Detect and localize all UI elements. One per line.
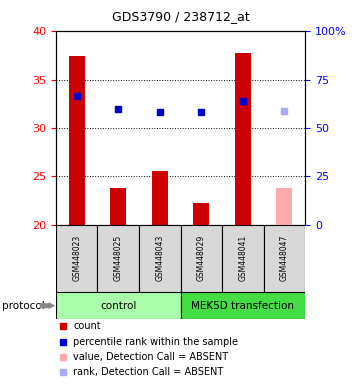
Bar: [139, 225, 180, 292]
Text: GSM448029: GSM448029: [197, 235, 206, 281]
Text: GSM448047: GSM448047: [280, 235, 289, 281]
Bar: [180, 225, 222, 292]
Bar: [222, 225, 264, 292]
Text: percentile rank within the sample: percentile rank within the sample: [73, 337, 238, 347]
Text: GDS3790 / 238712_at: GDS3790 / 238712_at: [112, 10, 249, 23]
Text: GSM448041: GSM448041: [238, 235, 247, 281]
Bar: [56, 292, 180, 319]
Text: GSM448023: GSM448023: [72, 235, 81, 281]
Bar: [152, 170, 168, 225]
Bar: [56, 225, 97, 292]
Bar: [235, 53, 251, 225]
Text: rank, Detection Call = ABSENT: rank, Detection Call = ABSENT: [73, 367, 224, 377]
Text: MEK5D transfection: MEK5D transfection: [191, 301, 294, 311]
Text: GSM448043: GSM448043: [155, 235, 164, 281]
Bar: [264, 225, 305, 292]
Text: GSM448025: GSM448025: [114, 235, 123, 281]
Bar: [69, 56, 84, 225]
Bar: [193, 204, 209, 225]
Text: count: count: [73, 321, 101, 331]
Text: protocol: protocol: [2, 301, 44, 311]
Bar: [180, 292, 305, 319]
Bar: [110, 188, 126, 225]
Text: value, Detection Call = ABSENT: value, Detection Call = ABSENT: [73, 352, 229, 362]
Text: control: control: [100, 301, 136, 311]
Bar: [97, 225, 139, 292]
Bar: [277, 188, 292, 225]
